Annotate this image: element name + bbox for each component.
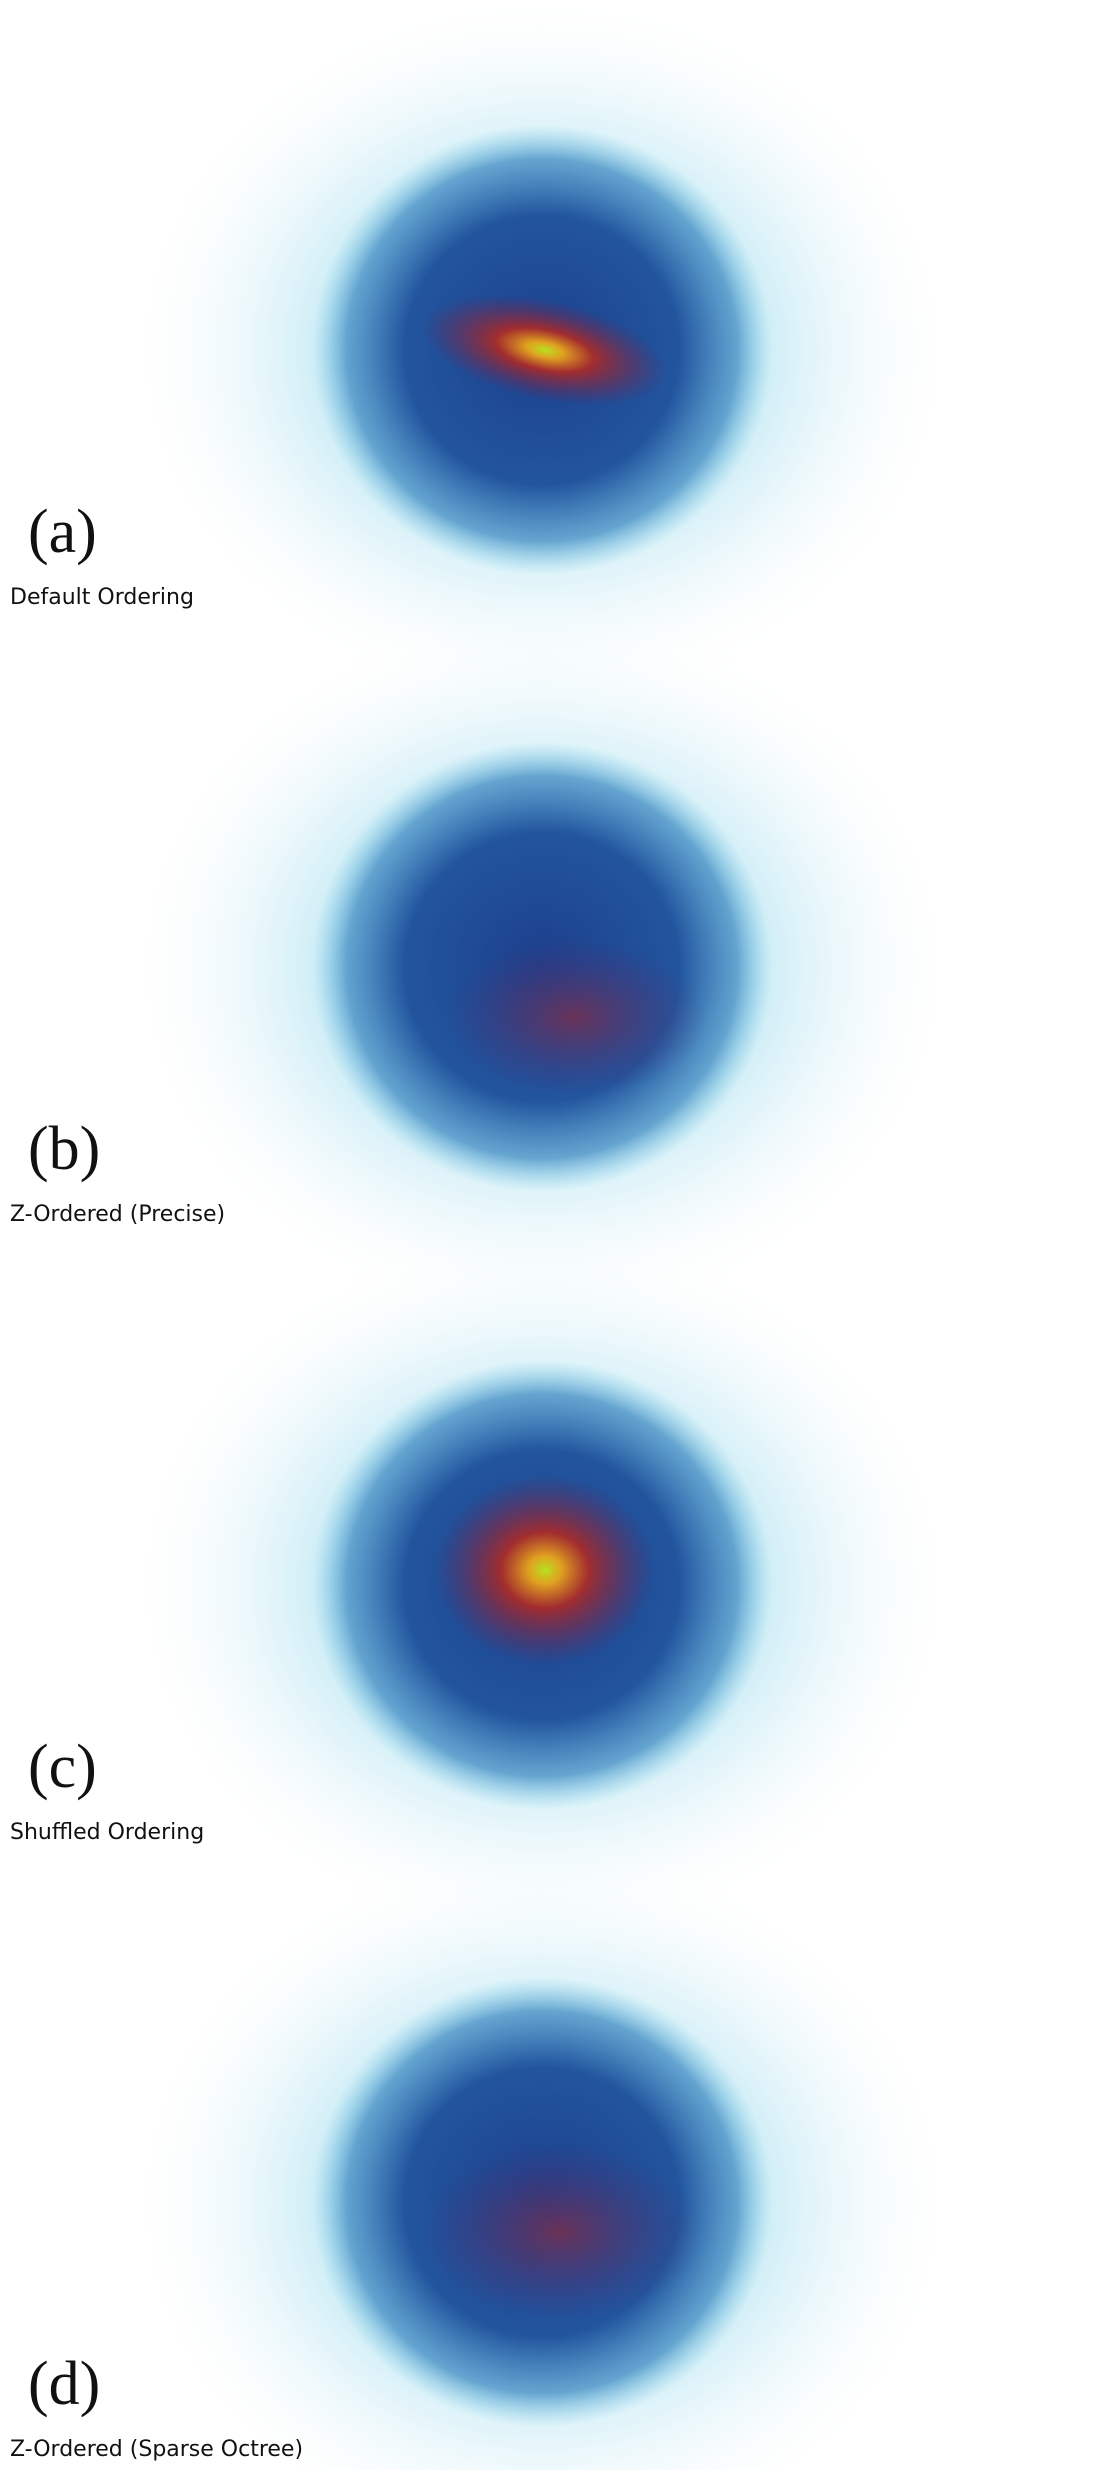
hot-core: [422, 294, 668, 406]
warm-core: [420, 2142, 700, 2322]
panel-letter: (c): [28, 1733, 97, 1801]
panel-letter: (b): [28, 1115, 100, 1183]
panel-c: (c) Shuffled Ordering: [0, 1225, 1100, 1945]
panel-caption: Default Ordering: [10, 585, 194, 610]
panel-caption: Shuffled Ordering: [10, 1820, 204, 1845]
panel-caption: Z-Ordered (Sparse Octree): [10, 2437, 303, 2462]
panel-b: (b) Z-Ordered (Precise): [0, 607, 1100, 1327]
panel-letter: (d): [28, 2350, 100, 2418]
panel-caption: Z-Ordered (Precise): [10, 1202, 225, 1227]
hot-core: [435, 1475, 655, 1665]
panel-letter: (a): [28, 498, 97, 566]
warm-core: [445, 937, 705, 1097]
panel-a: (a) Default Ordering: [0, 0, 1100, 710]
panel-d: (d) Z-Ordered (Sparse Octree): [0, 1842, 1100, 2470]
